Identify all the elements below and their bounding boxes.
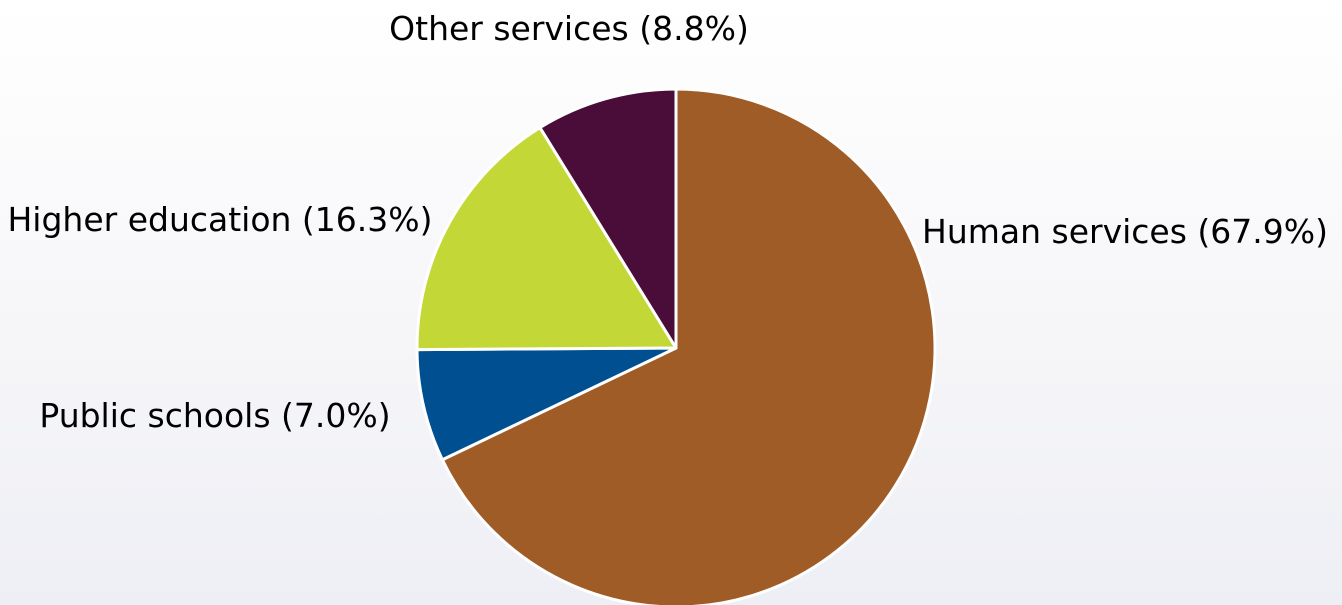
slice-human-services [440,87,937,605]
slice-other-services [538,87,678,350]
label-higher-education: Higher education (16.3%) [7,200,432,239]
label-public-schools: Public schools (7.0%) [39,396,390,435]
slice-public-schools [415,346,678,462]
pie-labels: Human services (67.9%) Public schools (7… [7,9,1328,435]
label-human-services: Human services (67.9%) [922,212,1328,251]
pie-slices [415,87,937,605]
slice-higher-education [415,126,678,352]
label-other-services: Other services (8.8%) [389,9,749,48]
